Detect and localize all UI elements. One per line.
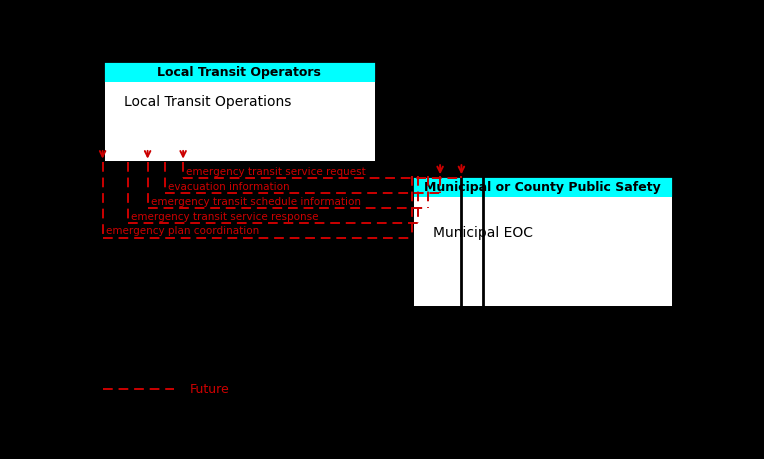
Text: Local Transit Operations: Local Transit Operations [125, 95, 292, 109]
Text: Municipal or County Public Safety: Municipal or County Public Safety [424, 181, 661, 194]
Bar [102, 62, 376, 163]
Text: Future: Future [190, 383, 230, 396]
Bar [413, 177, 673, 197]
Bar [413, 177, 673, 308]
Text: emergency transit service response: emergency transit service response [131, 211, 319, 221]
Bar [413, 177, 673, 308]
Text: Municipal EOC: Municipal EOC [433, 225, 533, 239]
Text: emergency transit schedule information: emergency transit schedule information [151, 196, 361, 207]
Bar [102, 62, 376, 83]
Text: evacuation information: evacuation information [168, 181, 290, 191]
Text: Local Transit Operators: Local Transit Operators [157, 66, 322, 79]
Text: emergency plan coordination: emergency plan coordination [105, 226, 259, 235]
Text: emergency transit service request: emergency transit service request [186, 166, 366, 176]
Bar [102, 62, 376, 163]
